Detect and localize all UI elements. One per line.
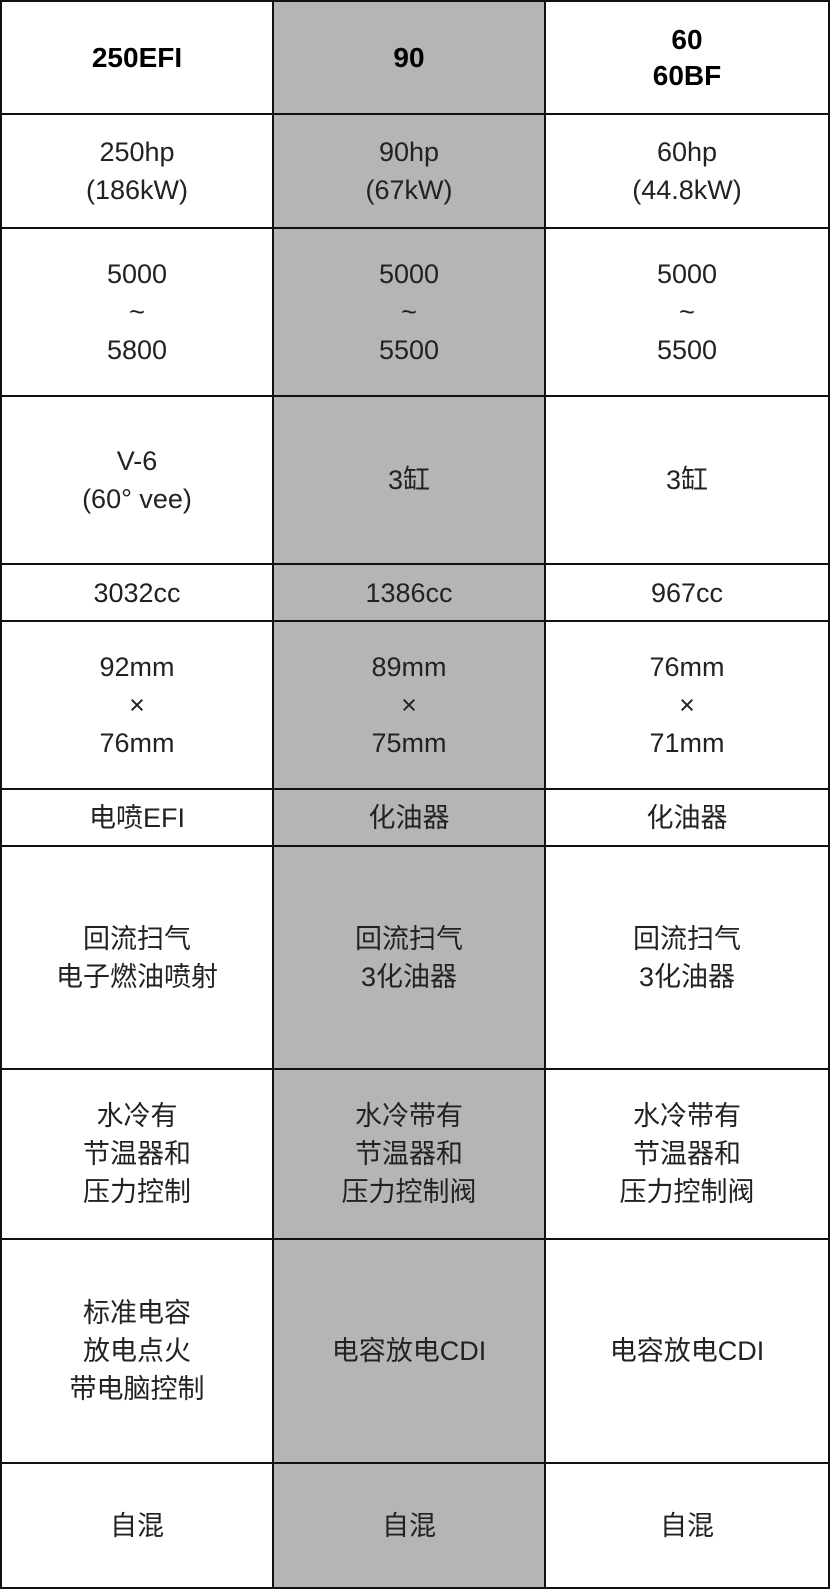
column-header: 250EFI (0, 2, 274, 115)
table-cell: 3032cc (0, 565, 274, 622)
table-cell: 化油器 (546, 790, 830, 847)
column-header: 60 60BF (546, 2, 830, 115)
table-cell: 回流扫气 3化油器 (546, 847, 830, 1070)
table-cell: 3缸 (274, 397, 546, 565)
table-cell: 化油器 (274, 790, 546, 847)
table-cell: 电喷EFI (0, 790, 274, 847)
table-cell: 92mm × 76mm (0, 622, 274, 790)
table-cell: 水冷带有 节温器和 压力控制阀 (546, 1070, 830, 1240)
table-cell: 967cc (546, 565, 830, 622)
table-cell: 自混 (274, 1464, 546, 1589)
table-cell: 电容放电CDI (274, 1240, 546, 1464)
table-cell: 3缸 (546, 397, 830, 565)
table-cell: 76mm × 71mm (546, 622, 830, 790)
table-cell: 自混 (0, 1464, 274, 1589)
table-cell: 5000 ~ 5500 (274, 229, 546, 397)
table-cell: V-6 (60° vee) (0, 397, 274, 565)
table-cell: 5000 ~ 5800 (0, 229, 274, 397)
column-header: 90 (274, 2, 546, 115)
table-cell: 水冷有 节温器和 压力控制 (0, 1070, 274, 1240)
table-cell: 自混 (546, 1464, 830, 1589)
table-cell: 90hp (67kW) (274, 115, 546, 229)
table-cell: 1386cc (274, 565, 546, 622)
table-cell: 89mm × 75mm (274, 622, 546, 790)
table-cell: 60hp (44.8kW) (546, 115, 830, 229)
table-cell: 回流扫气 电子燃油喷射 (0, 847, 274, 1070)
table-cell: 回流扫气 3化油器 (274, 847, 546, 1070)
table-cell: 5000 ~ 5500 (546, 229, 830, 397)
table-cell: 水冷带有 节温器和 压力控制阀 (274, 1070, 546, 1240)
table-cell: 标准电容 放电点火 带电脑控制 (0, 1240, 274, 1464)
table-cell: 250hp (186kW) (0, 115, 274, 229)
table-cell: 电容放电CDI (546, 1240, 830, 1464)
